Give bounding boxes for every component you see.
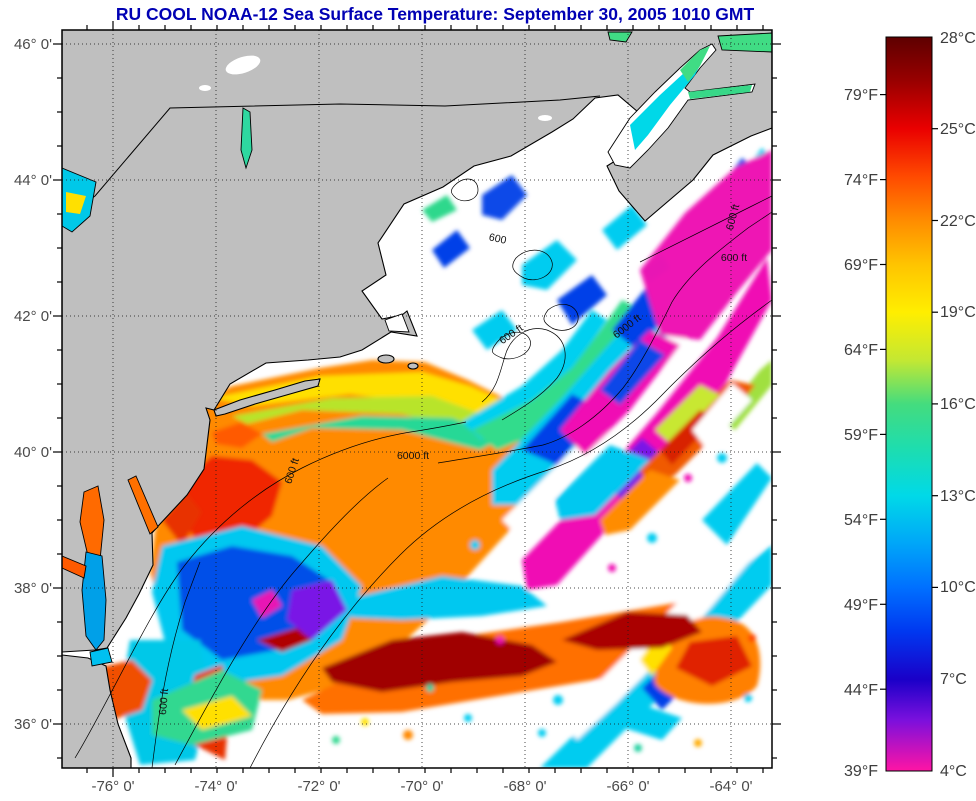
chesapeake-bay-lower	[81, 551, 107, 651]
northumberland-strait	[717, 32, 772, 53]
colorbar-celsius-label: 7°C	[940, 671, 967, 688]
contour-label: 600 ft	[157, 688, 171, 715]
contour-label: 6000 ft	[397, 450, 429, 462]
delaware-bay	[127, 475, 159, 535]
colorbar-fahrenheit-labels: 79°F 74°F 69°F 64°F 59°F 54°F 49°F 44°F …	[844, 87, 878, 780]
y-tick-label: 36° 0'	[14, 716, 52, 733]
colorbar-gradient	[885, 36, 933, 772]
potomac-river	[62, 555, 87, 579]
lake-ontario-warm	[66, 192, 86, 214]
colorbar-celsius-label: 13°C	[940, 488, 976, 505]
map-frame	[61, 29, 773, 769]
x-tick-label: -66° 0'	[606, 778, 649, 795]
x-tick-label: -74° 0'	[194, 778, 237, 795]
clouds-over-land	[199, 55, 552, 121]
colorbar-celsius-label: 16°C	[940, 396, 976, 413]
state-border	[62, 95, 601, 221]
colorbar-celsius-label: 4°C	[940, 763, 967, 780]
axis-ticks	[53, 21, 781, 777]
sst-specks	[332, 453, 756, 752]
y-tick-label: 40° 0'	[14, 444, 52, 461]
colorbar-celsius-label: 19°C	[940, 304, 976, 321]
colorbar-fahrenheit-label: 64°F	[844, 342, 878, 359]
x-tick-label: -70° 0'	[400, 778, 443, 795]
colorbar-fahrenheit-label: 44°F	[844, 682, 878, 699]
colorbar-fahrenheit-label: 59°F	[844, 427, 878, 444]
colorbar-ticks	[880, 93, 938, 690]
x-tick-label: -72° 0'	[297, 778, 340, 795]
colorbar-celsius-labels: 28°C 25°C 22°C 19°C 16°C 13°C 10°C 7°C 4…	[940, 30, 976, 780]
y-axis-labels: 46° 0' 44° 0' 42° 0' 40° 0' 38° 0' 36° 0…	[14, 36, 52, 733]
colorbar-fahrenheit-label: 79°F	[844, 87, 878, 104]
colorbar-fahrenheit-label: 54°F	[844, 512, 878, 529]
sst-field	[97, 148, 772, 768]
lake-champlain	[240, 107, 253, 170]
x-axis-labels: -76° 0' -74° 0' -72° 0' -70° 0' -68° 0' …	[91, 778, 752, 795]
x-tick-label: -64° 0'	[709, 778, 752, 795]
cape-cod-bay	[384, 313, 410, 333]
contour-label: 600 ft	[721, 252, 747, 264]
x-tick-label: -68° 0'	[503, 778, 546, 795]
colorbar-fahrenheit-label: 49°F	[844, 597, 878, 614]
x-tick-label: -76° 0'	[91, 778, 134, 795]
colorbar-fahrenheit-label: 69°F	[844, 257, 878, 274]
colorbar-celsius-label: 28°C	[940, 30, 976, 47]
colorbar-celsius-label: 22°C	[940, 213, 976, 230]
colorbar-fahrenheit-label: 39°F	[844, 763, 878, 780]
grid-lines	[62, 30, 772, 768]
contour-label: 600	[488, 231, 508, 246]
colorbar-celsius-label: 10°C	[940, 579, 976, 596]
figure-title: RU COOL NOAA-12 Sea Surface Temperature:…	[116, 4, 755, 24]
land-long-island	[213, 378, 321, 417]
colorbar-fahrenheit-label: 74°F	[844, 172, 878, 189]
y-tick-label: 46° 0'	[14, 36, 52, 53]
y-tick-label: 44° 0'	[14, 172, 52, 189]
chesapeake-mouth	[89, 647, 113, 667]
bathymetry-contours	[74, 178, 772, 768]
land-islands	[377, 354, 419, 370]
chignecto-arm	[680, 46, 710, 82]
colorbar-celsius-label: 25°C	[940, 121, 976, 138]
northumberland-strait-west	[607, 31, 633, 43]
colorbar: 28°C 25°C 22°C 19°C 16°C 13°C 10°C 7°C 4…	[844, 30, 976, 780]
inland-waters	[62, 31, 772, 667]
y-tick-label: 42° 0'	[14, 308, 52, 325]
y-tick-label: 38° 0'	[14, 580, 52, 597]
contour-labels: 600 ft 6000 ft 600 ft 600 600 ft 6000 ft…	[157, 203, 747, 715]
minas-basin	[688, 85, 752, 99]
